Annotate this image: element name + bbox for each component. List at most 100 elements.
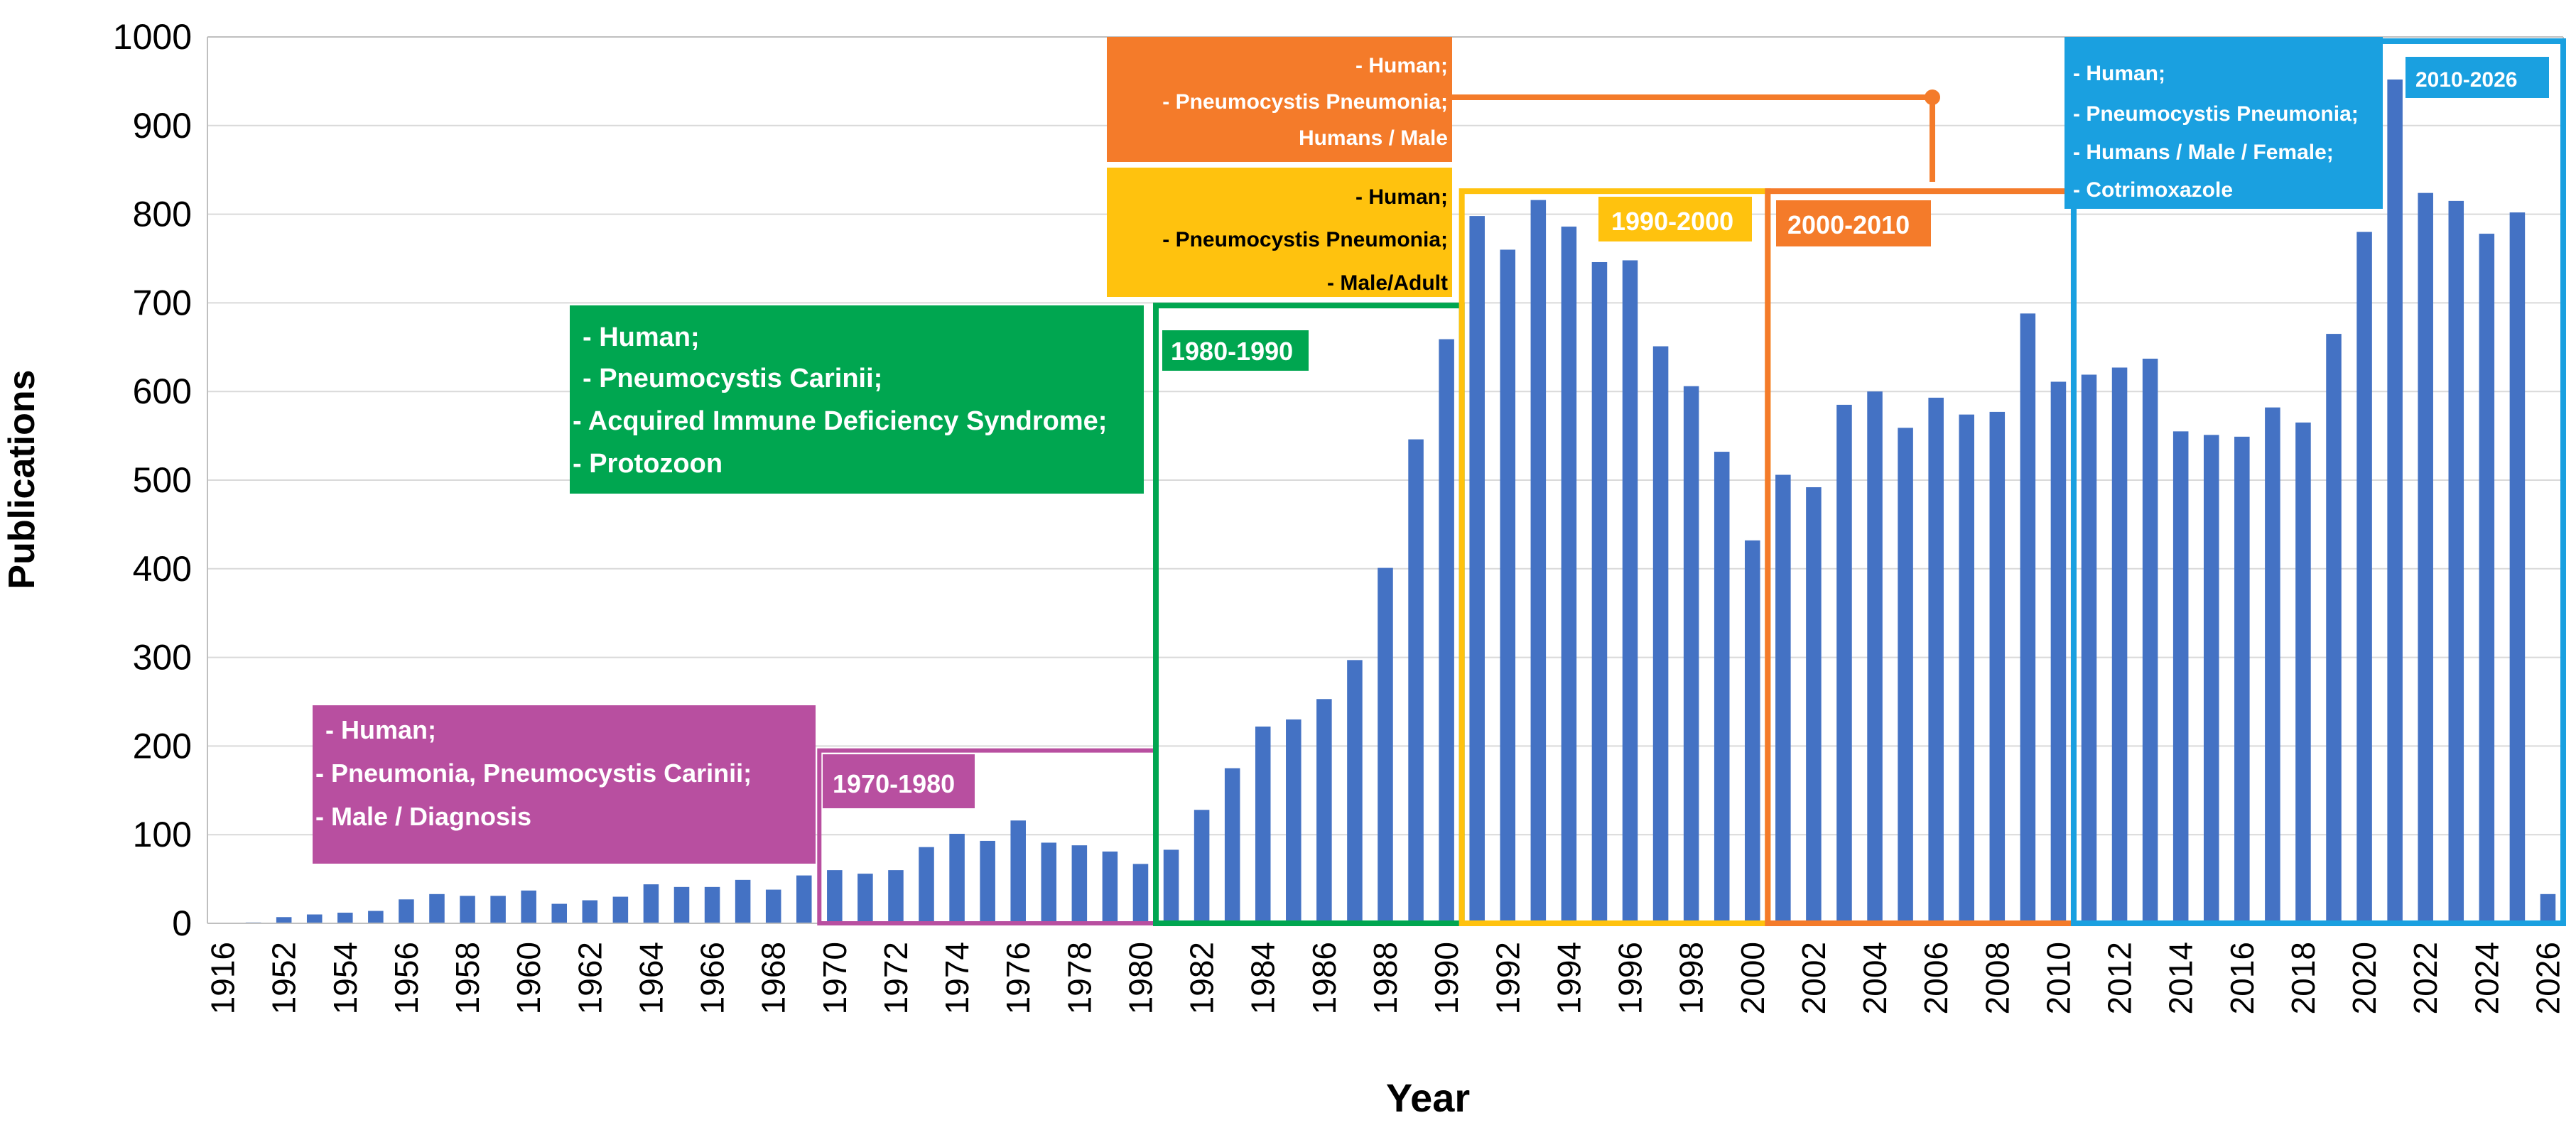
x-tick-label: 2022 [2407, 942, 2444, 1014]
keyword-term: - Cotrimoxazole [2073, 178, 2233, 202]
bar [276, 917, 292, 923]
y-tick-label: 900 [133, 106, 192, 146]
bar [1836, 404, 1852, 923]
x-tick-label: 1998 [1673, 942, 1710, 1014]
x-tick-label: 1984 [1245, 942, 1282, 1014]
bar [1132, 864, 1149, 923]
x-tick-label: 1996 [1612, 942, 1649, 1014]
bar [1439, 339, 1454, 923]
x-tick-label: 1968 [755, 942, 792, 1014]
bar [704, 886, 720, 923]
x-tick-label: 1994 [1550, 942, 1587, 1014]
x-tick-label: 2024 [2468, 942, 2505, 1014]
y-tick-label: 700 [133, 283, 192, 322]
x-tick-label: 1978 [1061, 942, 1098, 1014]
bar [612, 896, 629, 923]
x-tick-label: 1992 [1489, 942, 1526, 1014]
bar [1500, 249, 1516, 923]
bar [1530, 200, 1547, 924]
y-tick-label: 600 [133, 371, 192, 411]
bar [1561, 227, 1577, 923]
x-tick-label: 1974 [938, 942, 975, 1014]
y-axis-label: Publications [1, 369, 43, 589]
bar [490, 896, 506, 923]
bar [1806, 487, 1822, 923]
bar [735, 879, 751, 923]
x-tick-label: 1954 [327, 942, 364, 1014]
bar [1652, 346, 1669, 923]
keyword-term: - Human; [1355, 54, 1448, 77]
bar [1194, 810, 1210, 923]
bar [1622, 260, 1638, 924]
bar [368, 911, 384, 923]
period-label-box-19801990 [1162, 330, 1309, 371]
y-tick-label: 400 [133, 549, 192, 589]
period-label-box-19902000 [1598, 197, 1752, 241]
bar [2479, 234, 2495, 923]
bar [2020, 313, 2036, 924]
bar [643, 884, 659, 923]
keyword-box-19801990 [570, 305, 1144, 494]
bar [306, 914, 323, 923]
keyword-term: - Human; [1355, 185, 1448, 209]
bar [827, 870, 843, 923]
x-tick-label: 1986 [1306, 942, 1343, 1014]
bar [2356, 232, 2372, 923]
x-tick-label: 2016 [2224, 942, 2261, 1014]
bar [888, 870, 904, 923]
bar [1102, 851, 1118, 923]
bar [2418, 192, 2433, 924]
bar [1959, 414, 1974, 923]
x-tick-label: 1970 [816, 942, 853, 1014]
keyword-term: - Human; [325, 715, 436, 744]
x-tick-label: 1952 [266, 942, 303, 1014]
x-tick-label: 1960 [510, 942, 547, 1014]
bar [2111, 367, 2128, 923]
x-tick-label: 2020 [2346, 942, 2383, 1014]
bar [1591, 261, 1608, 923]
x-tick-label: 1982 [1184, 942, 1221, 1014]
x-tick-label: 2018 [2285, 942, 2322, 1014]
bar [1010, 820, 1026, 923]
bar [521, 890, 536, 923]
y-tick-label: 200 [133, 726, 192, 766]
bar [2050, 381, 2067, 923]
bar [1714, 452, 1730, 923]
keyword-box-19902000 [1107, 168, 1452, 297]
keyword-term: - Human; [2073, 62, 2165, 85]
bar [2142, 359, 2158, 923]
y-tick-label: 100 [133, 815, 192, 854]
bar [2081, 374, 2097, 923]
y-tick-label: 500 [133, 460, 192, 500]
bar [1163, 849, 1179, 923]
bar [1408, 439, 1424, 923]
period-label: 2000-2010 [1787, 210, 1910, 239]
keyword-term: - Acquired Immune Deficiency Syndrome; [573, 406, 1107, 436]
bar [2203, 435, 2219, 923]
keyword-term: - Pneumocystis Pneumonia; [1162, 228, 1448, 251]
period-label-box-19701980 [823, 754, 975, 808]
y-tick-label: 1000 [113, 17, 192, 57]
bar [1378, 567, 1393, 923]
bar [1347, 660, 1363, 923]
x-tick-label: 2014 [2163, 942, 2199, 1014]
x-axis-label: Year [1386, 1075, 1470, 1120]
bar [551, 903, 568, 923]
keyword-box-20102026 [2064, 37, 2383, 209]
x-tick-label: 2000 [1734, 942, 1771, 1014]
y-tick-label: 300 [133, 638, 192, 678]
bar [399, 899, 414, 923]
bar [2509, 212, 2526, 923]
keyword-box-20002010 [1107, 37, 1452, 162]
period-label: 2010-2026 [2415, 68, 2517, 92]
x-tick-label: 2006 [1917, 942, 1954, 1014]
keyword-term: - Pneumocystis Pneumonia; [2073, 102, 2359, 126]
y-tick-label: 800 [133, 195, 192, 234]
x-tick-label: 1958 [449, 942, 486, 1014]
bar [796, 875, 812, 923]
keyword-term: - Human; [583, 322, 700, 352]
bar [949, 833, 965, 923]
keyword-term: - Pneumocystis Carinii; [583, 364, 882, 393]
